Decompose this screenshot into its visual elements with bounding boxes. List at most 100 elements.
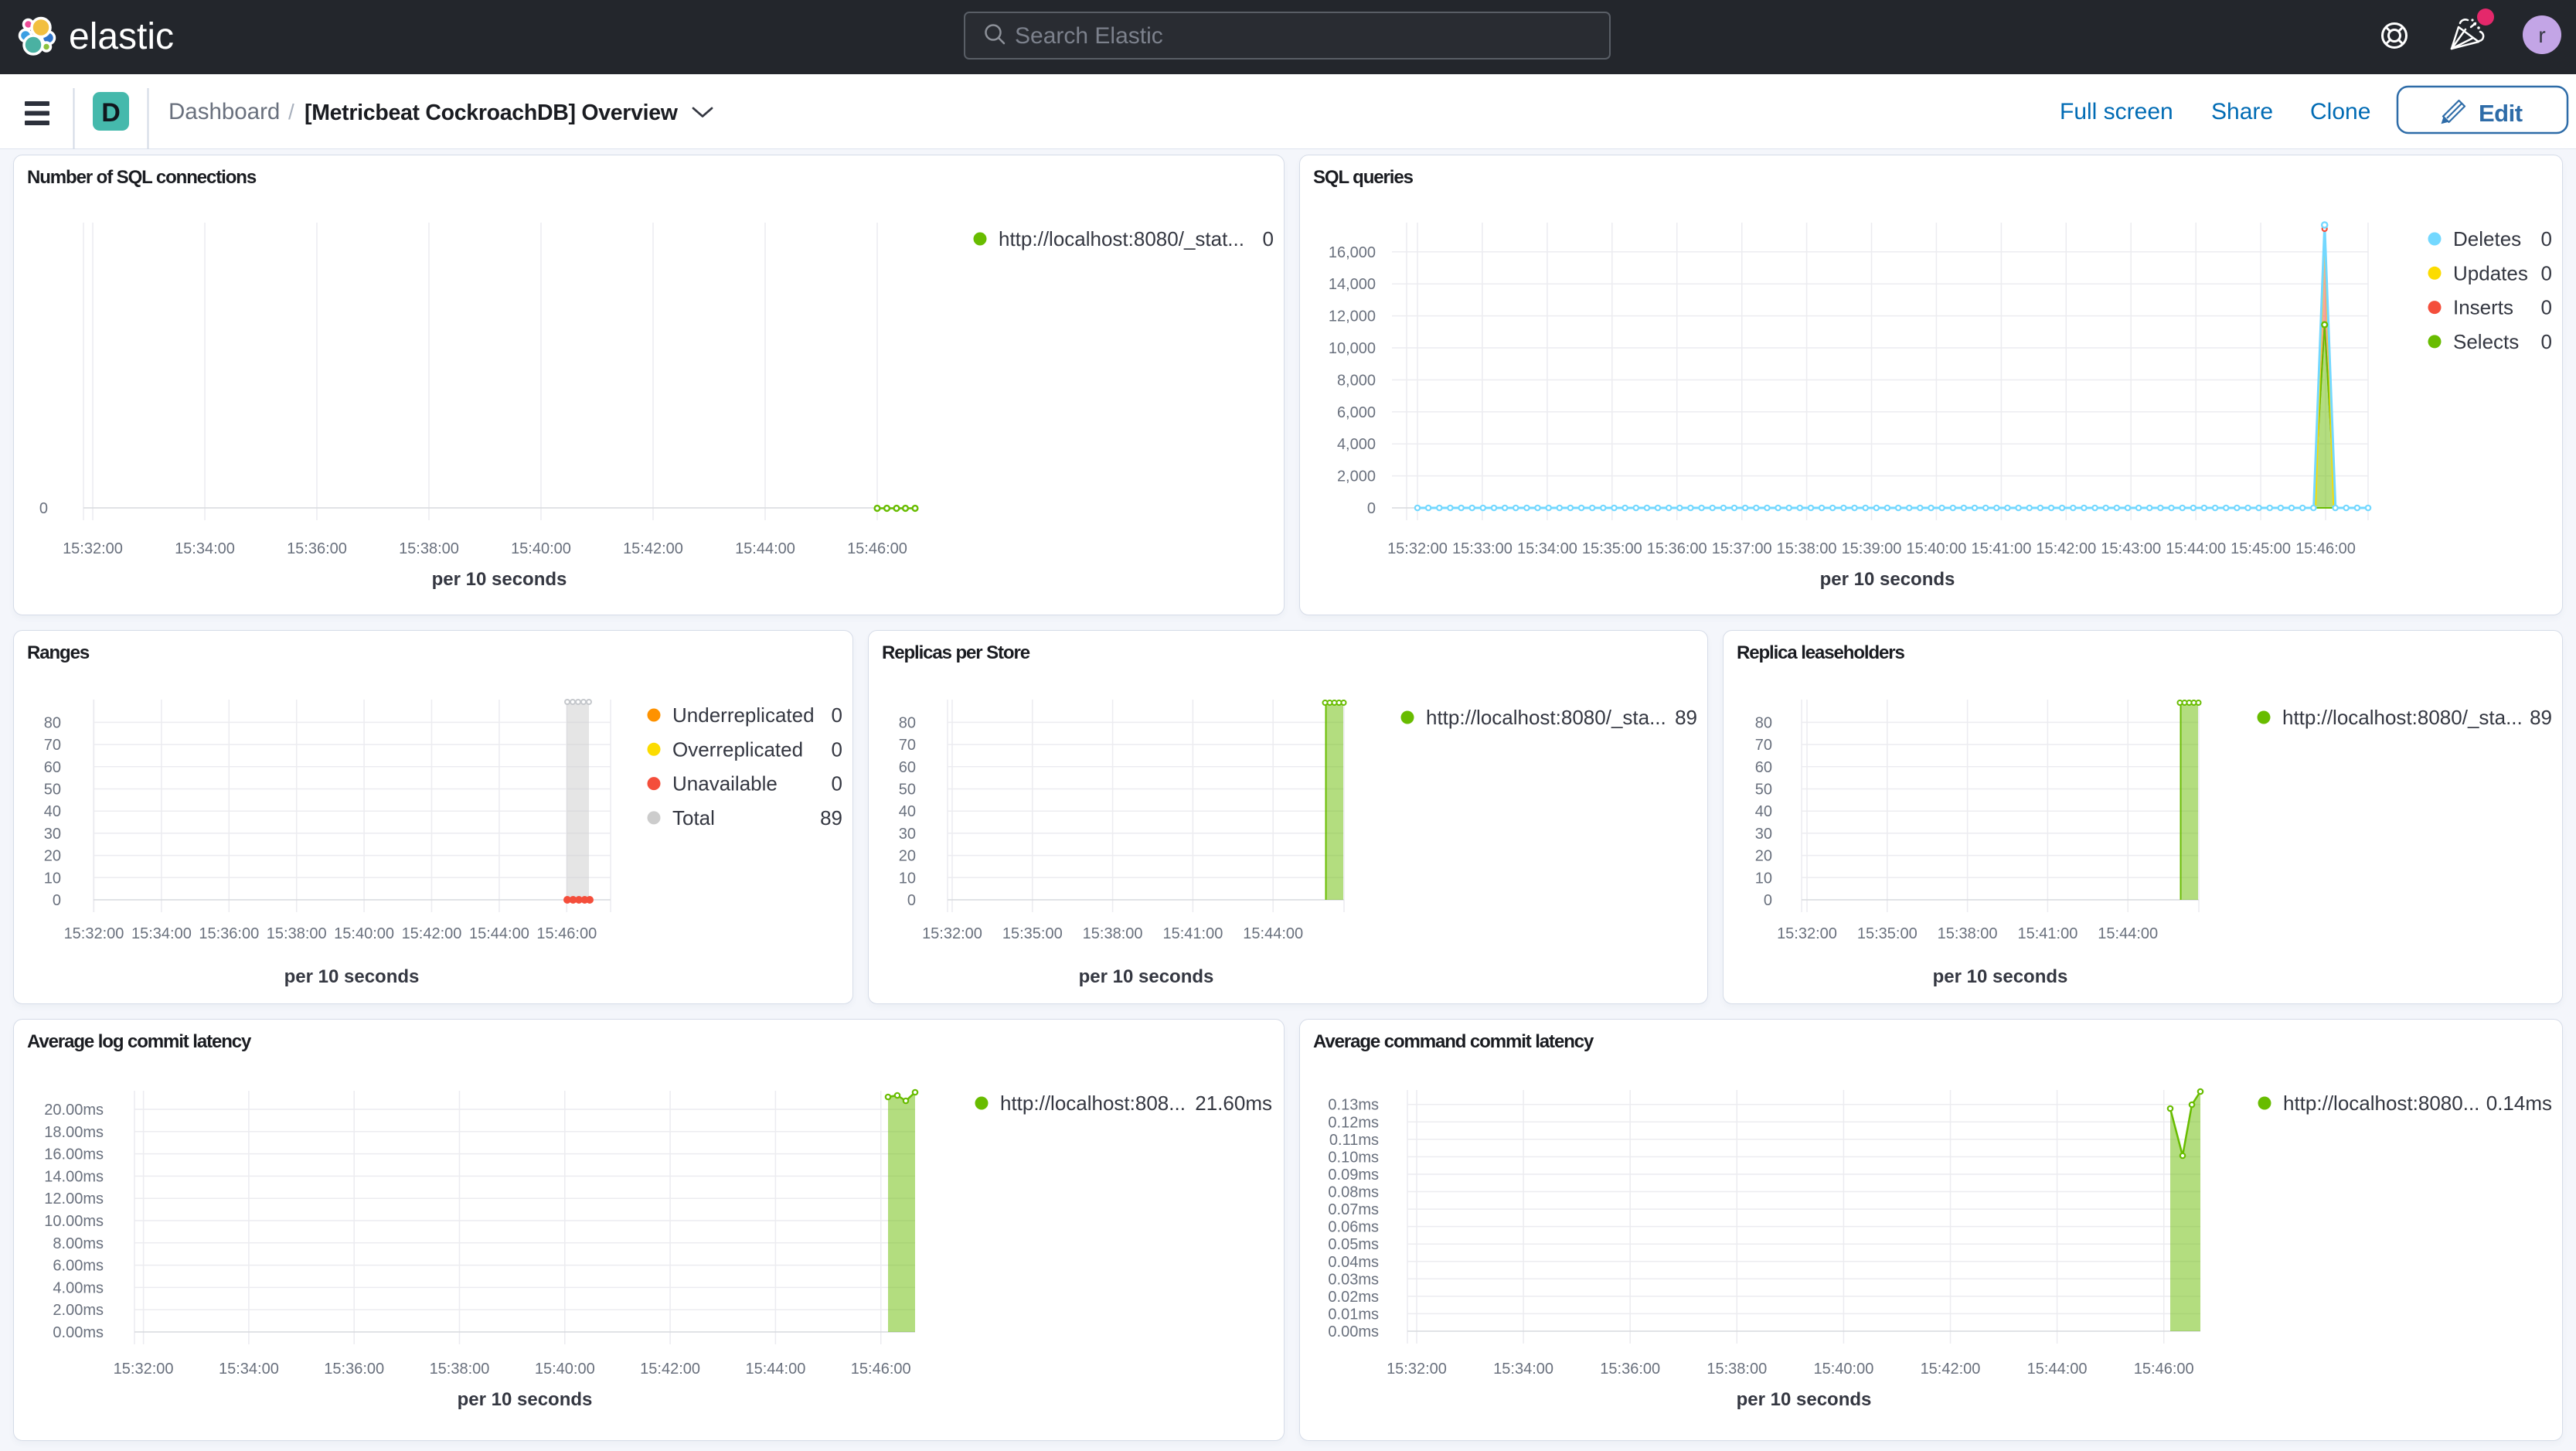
svg-text:Dashboard: Dashboard [168, 99, 280, 124]
svg-text:0: 0 [2541, 330, 2552, 353]
svg-text:20: 20 [899, 848, 916, 865]
svg-text:15:32:00: 15:32:00 [63, 540, 123, 557]
svg-text:50: 50 [44, 782, 61, 799]
svg-text:15:40:00: 15:40:00 [511, 540, 571, 557]
svg-text:15:34:00: 15:34:00 [175, 540, 235, 557]
svg-text:15:36:00: 15:36:00 [1647, 540, 1707, 557]
svg-text:14.00ms: 14.00ms [44, 1168, 104, 1185]
svg-text:20: 20 [1755, 848, 1772, 865]
svg-text:15:41:00: 15:41:00 [1162, 925, 1223, 942]
svg-text:0: 0 [39, 500, 48, 517]
svg-text:2,000: 2,000 [1337, 468, 1376, 485]
svg-text:15:32:00: 15:32:00 [1387, 540, 1448, 557]
svg-text:15:35:00: 15:35:00 [1857, 925, 1918, 942]
svg-text:15:38:00: 15:38:00 [267, 925, 327, 942]
svg-text:15:44:00: 15:44:00 [2166, 540, 2226, 557]
svg-text:per 10 seconds: per 10 seconds [1820, 569, 1955, 590]
svg-text:Deletes: Deletes [2453, 227, 2521, 250]
svg-text:per 10 seconds: per 10 seconds [458, 1389, 593, 1410]
svg-text:0.04ms: 0.04ms [1328, 1254, 1379, 1271]
svg-text:15:46:00: 15:46:00 [2295, 540, 2356, 557]
svg-text:15:38:00: 15:38:00 [1083, 925, 1143, 942]
svg-text:15:46:00: 15:46:00 [536, 925, 597, 942]
svg-text:6,000: 6,000 [1337, 404, 1376, 421]
svg-text:89: 89 [1675, 706, 1697, 729]
svg-text:Search Elastic: Search Elastic [1015, 23, 1163, 49]
svg-text:21.60ms: 21.60ms [1195, 1092, 1272, 1115]
svg-text:0.02ms: 0.02ms [1328, 1289, 1379, 1306]
svg-text:0.09ms: 0.09ms [1328, 1167, 1379, 1184]
svg-text:16,000: 16,000 [1329, 244, 1376, 261]
svg-text:15:32:00: 15:32:00 [64, 925, 124, 942]
svg-text:8,000: 8,000 [1337, 372, 1376, 389]
svg-text:0: 0 [832, 703, 842, 727]
svg-text:40: 40 [899, 803, 916, 820]
svg-text:0.05ms: 0.05ms [1328, 1236, 1379, 1253]
svg-text:15:44:00: 15:44:00 [745, 1361, 805, 1378]
svg-text:elastic: elastic [69, 16, 174, 57]
svg-text:50: 50 [1755, 782, 1772, 799]
svg-text:70: 70 [1755, 737, 1772, 754]
svg-text:0: 0 [1367, 500, 1376, 517]
svg-text:15:38:00: 15:38:00 [399, 540, 459, 557]
svg-text:80: 80 [1755, 714, 1772, 731]
svg-text:15:38:00: 15:38:00 [430, 1361, 490, 1378]
svg-text:0.06ms: 0.06ms [1328, 1219, 1379, 1236]
svg-text:Full screen: Full screen [2060, 99, 2173, 124]
svg-text:15:34:00: 15:34:00 [131, 925, 192, 942]
svg-text:50: 50 [899, 782, 916, 799]
svg-text:per 10 seconds: per 10 seconds [1737, 1389, 1872, 1410]
svg-text:15:34:00: 15:34:00 [219, 1361, 279, 1378]
svg-text:per 10 seconds: per 10 seconds [1933, 966, 2068, 987]
svg-text:15:41:00: 15:41:00 [1971, 540, 2031, 557]
svg-text:15:38:00: 15:38:00 [1938, 925, 1998, 942]
svg-text:15:42:00: 15:42:00 [402, 925, 462, 942]
svg-text:4,000: 4,000 [1337, 436, 1376, 453]
svg-text:15:44:00: 15:44:00 [735, 540, 795, 557]
svg-text:per 10 seconds: per 10 seconds [284, 966, 420, 987]
svg-text:15:36:00: 15:36:00 [1600, 1361, 1660, 1378]
svg-text:15:32:00: 15:32:00 [114, 1361, 174, 1378]
svg-text:Total: Total [672, 806, 715, 829]
svg-text:70: 70 [44, 737, 61, 754]
svg-text:0.14ms: 0.14ms [2486, 1092, 2552, 1115]
svg-text:per 10 seconds: per 10 seconds [1079, 966, 1214, 987]
svg-text:0: 0 [907, 892, 916, 909]
svg-text:60: 60 [1755, 759, 1772, 776]
svg-text:Inserts: Inserts [2453, 296, 2513, 319]
svg-text:20.00ms: 20.00ms [44, 1102, 104, 1119]
svg-text:0.07ms: 0.07ms [1328, 1201, 1379, 1218]
svg-text:15:38:00: 15:38:00 [1777, 540, 1837, 557]
svg-text:80: 80 [899, 714, 916, 731]
svg-text:15:42:00: 15:42:00 [2036, 540, 2096, 557]
svg-text:r: r [2538, 23, 2545, 47]
svg-text:http://localhost:8080...: http://localhost:8080... [2283, 1092, 2479, 1115]
svg-text:10,000: 10,000 [1329, 340, 1376, 357]
svg-text:15:42:00: 15:42:00 [640, 1361, 700, 1378]
svg-text:10.00ms: 10.00ms [44, 1213, 104, 1230]
svg-text:0: 0 [53, 892, 61, 909]
svg-text:15:42:00: 15:42:00 [1921, 1361, 1981, 1378]
svg-text:0.01ms: 0.01ms [1328, 1306, 1379, 1323]
svg-text:89: 89 [2530, 706, 2552, 729]
svg-text:30: 30 [44, 826, 61, 843]
svg-text:15:37:00: 15:37:00 [1712, 540, 1772, 557]
svg-text:0: 0 [1263, 227, 1274, 250]
svg-text:15:33:00: 15:33:00 [1452, 540, 1513, 557]
svg-text:30: 30 [899, 826, 916, 843]
svg-text:/: / [288, 100, 294, 124]
svg-text:D: D [101, 98, 121, 128]
svg-text:0.10ms: 0.10ms [1328, 1149, 1379, 1166]
svg-text:15:46:00: 15:46:00 [851, 1361, 911, 1378]
svg-text:10: 10 [1755, 870, 1772, 887]
svg-text:15:40:00: 15:40:00 [1813, 1361, 1873, 1378]
svg-text:15:32:00: 15:32:00 [1777, 925, 1837, 942]
svg-text:15:35:00: 15:35:00 [1002, 925, 1063, 942]
svg-text:15:41:00: 15:41:00 [2017, 925, 2077, 942]
svg-text:0.00ms: 0.00ms [53, 1324, 104, 1341]
svg-text:10: 10 [44, 870, 61, 887]
svg-text:40: 40 [44, 803, 61, 820]
svg-text:15:44:00: 15:44:00 [2098, 925, 2158, 942]
svg-text:20: 20 [44, 848, 61, 865]
svg-text:15:40:00: 15:40:00 [535, 1361, 595, 1378]
